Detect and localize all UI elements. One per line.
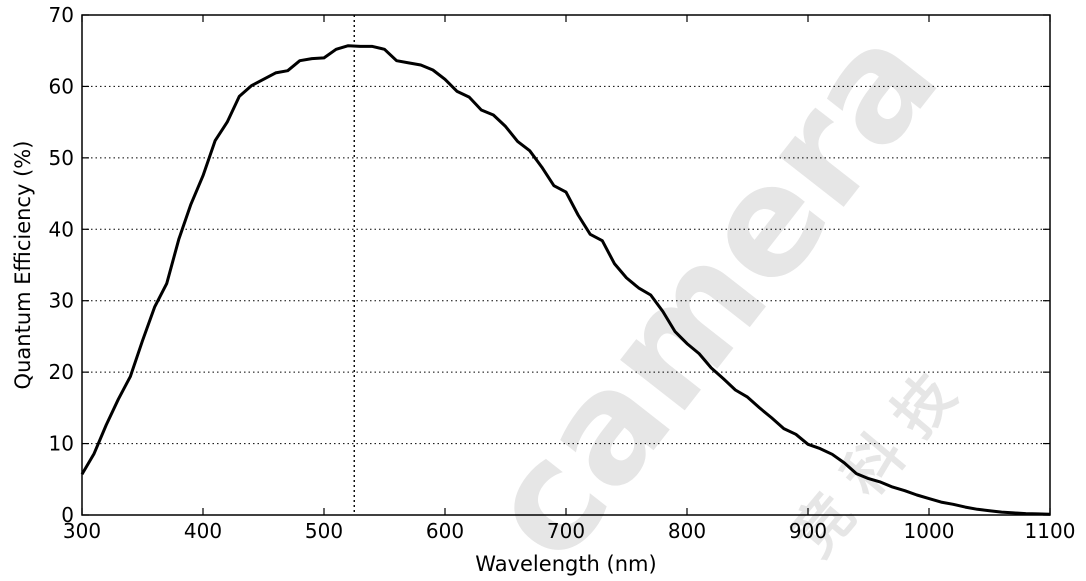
x-tick-label: 400: [184, 519, 222, 543]
watermark-text: camera: [451, 0, 972, 581]
watermark: camera 竞 科 技: [451, 0, 972, 581]
y-tick-label: 0: [61, 503, 74, 527]
qe-series-line: [80, 44, 1051, 516]
x-tick-label: 300: [63, 519, 101, 543]
x-tick-label: 600: [426, 519, 464, 543]
x-axis-label: Wavelength (nm): [475, 552, 656, 576]
x-tick-label: 700: [547, 519, 585, 543]
x-tick-label: 800: [668, 519, 706, 543]
y-tick-label: 40: [49, 217, 74, 241]
x-tick-label: 900: [789, 519, 827, 543]
axis-ticks: [81, 14, 1051, 516]
y-tick-label: 70: [49, 3, 74, 27]
y-tick-label: 30: [49, 289, 74, 313]
y-tick-label: 10: [49, 432, 74, 456]
x-tick-label: 500: [305, 519, 343, 543]
x-tick-label: 1000: [904, 519, 955, 543]
y-tick-label: 60: [49, 74, 74, 98]
y-tick-labels: 0 10 20 30 40 50 60 70: [49, 3, 74, 527]
x-tick-label: 1100: [1025, 519, 1076, 543]
gridlines: [82, 85, 1050, 445]
y-tick-label: 50: [49, 146, 74, 170]
x-tick-labels: 300 400 500 600 700 800 900 1000 1100: [63, 519, 1076, 543]
y-axis-label: Quantum Efficiency (%): [11, 141, 35, 390]
y-tick-label: 20: [49, 360, 74, 384]
